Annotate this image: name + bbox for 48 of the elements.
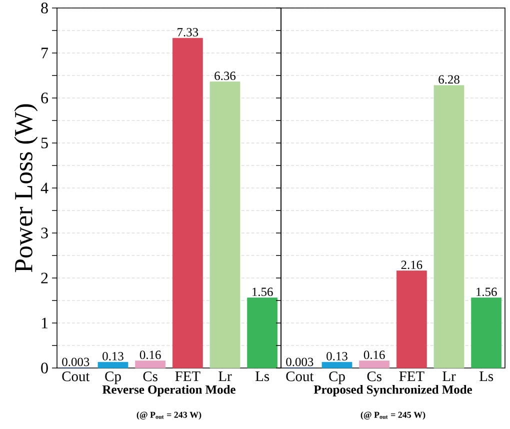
bar xyxy=(210,82,240,368)
x-tick-label: Cp xyxy=(105,372,121,384)
text: (@ P$_{out}$ = 243 W) xyxy=(136,412,202,420)
x-tick-label: FET xyxy=(399,372,424,381)
bar xyxy=(322,362,352,368)
bar xyxy=(135,360,166,368)
bar xyxy=(172,38,203,368)
x-tick-label: Ls xyxy=(256,372,270,382)
data-label: 2.16 xyxy=(401,260,422,270)
data-label: 1.56 xyxy=(476,288,497,296)
y-tick-label: 6 xyxy=(41,92,48,104)
data-label: 0.13 xyxy=(102,352,124,360)
data-label: 1.56 xyxy=(252,288,273,296)
data-label: 0.13 xyxy=(326,352,348,360)
y-tick-label: 1 xyxy=(42,318,48,328)
y-tick-label: 0 xyxy=(41,362,48,374)
x-axis-title: Proposed Synchronized Mode xyxy=(314,385,472,396)
x-tick-label: Lr xyxy=(442,372,456,381)
text: (@ P$_{out}$ = 245 W) xyxy=(360,412,426,420)
bar xyxy=(98,362,128,368)
bar xyxy=(247,298,278,368)
y-axis-title: Power Loss (W) xyxy=(14,104,38,272)
x-tick-label: Cout xyxy=(286,372,314,382)
data-label: 7.33 xyxy=(178,28,198,36)
data-label: 0.003 xyxy=(62,358,90,366)
y-tick-label: 3 xyxy=(41,228,48,238)
y-tick-label: 2 xyxy=(41,272,48,284)
y-tick-label: 4 xyxy=(40,182,48,194)
x-tick-label: Cs xyxy=(143,372,158,382)
data-label: 0.003 xyxy=(286,358,314,366)
x-axis-title: Reverse Operation Mode xyxy=(102,385,236,396)
y-tick-label: 8 xyxy=(41,2,48,14)
bar xyxy=(471,298,502,368)
data-label: 6.28 xyxy=(438,75,460,84)
y-tick-label: 5 xyxy=(41,138,48,148)
data-label: 0.16 xyxy=(364,350,385,360)
x-tick-label: Cout xyxy=(62,372,90,382)
bar xyxy=(396,270,427,368)
y-tick-label: 7 xyxy=(42,48,48,58)
x-tick-label: FET xyxy=(175,372,200,381)
x-tick-label: Cs xyxy=(367,372,382,382)
x-tick-label: Cp xyxy=(329,372,345,384)
x-tick-label: Ls xyxy=(480,372,494,382)
data-label: 0.16 xyxy=(140,350,161,360)
bar xyxy=(359,360,390,368)
data-label: 6.36 xyxy=(214,72,236,80)
x-tick-label: Lr xyxy=(218,372,232,381)
bar xyxy=(434,85,464,368)
